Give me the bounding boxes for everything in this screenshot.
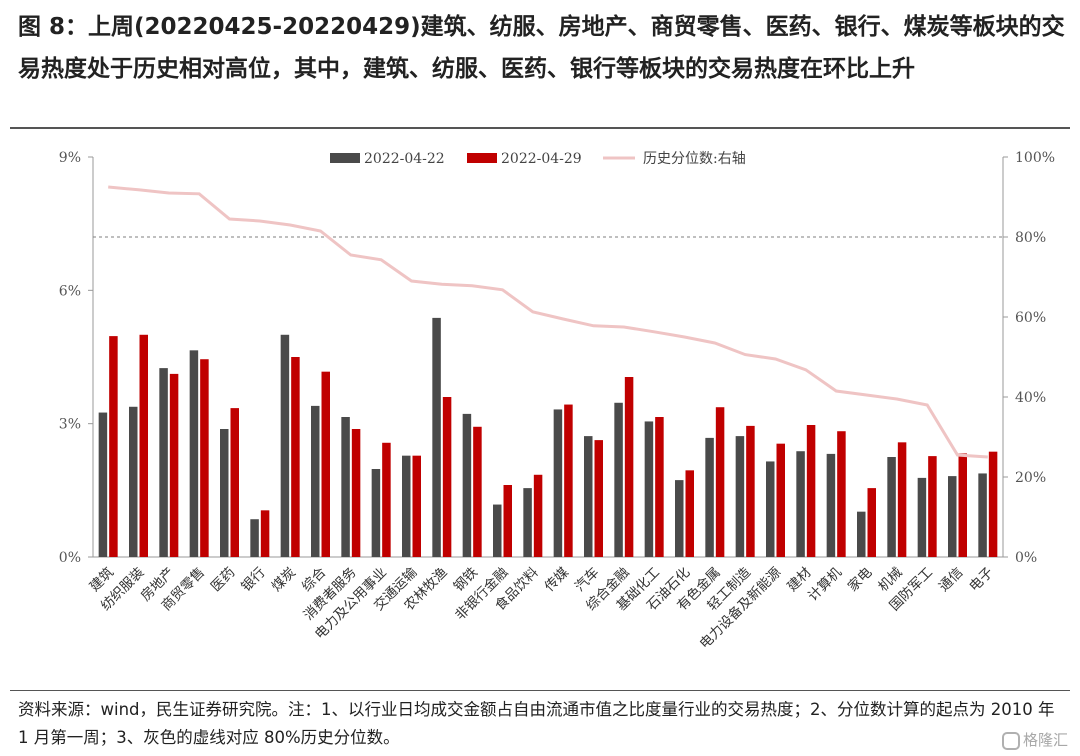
x-category-label: 电子 [966,565,996,595]
bar-2022-04-22 [341,417,350,557]
x-category-label: 家电 [844,564,875,595]
bar-2022-04-29 [412,455,421,557]
bar-2022-04-22 [917,477,927,557]
watermark-logo-icon [1001,732,1020,750]
bar-2022-04-29 [473,426,482,557]
y-right-tick-label: 40% [1015,390,1046,406]
watermark: 格隆汇 [1001,729,1068,750]
x-category-label: 银行 [238,565,268,595]
line-historical-percentile [108,185,988,459]
bar-2022-04-29 [685,470,694,557]
bar-2022-04-22 [523,488,532,557]
bar-2022-04-22 [280,334,290,557]
chart-legend: 2022-04-22 2022-04-29 历史分位数:右轴 [330,151,746,167]
source-note: 资料来源：wind，民生证券研究院。注：1、以行业日均成交金额占自由流通市值之比… [18,700,1055,747]
bar-2022-04-22 [220,429,229,557]
bar-2022-04-22 [857,511,866,557]
legend-label: 历史分位数:右轴 [643,151,746,167]
legend-label: 2022-04-22 [364,151,445,167]
figure-title: 图 8：上周(20220425-20220429)建筑、纺服、房地产、商贸零售、… [18,14,1065,82]
bar-2022-04-22 [796,451,805,557]
x-category-label: 煤炭 [269,565,299,595]
legend-label: 2022-04-29 [501,151,582,167]
bar-2022-04-29 [776,443,785,557]
bar-2022-04-22 [250,519,259,557]
bar-2022-04-29 [169,373,179,557]
bar-2022-04-29 [655,417,664,557]
bar-2022-04-29 [200,359,209,557]
y-right-tick-label: 80% [1015,230,1046,246]
bar-2022-04-22 [735,436,745,557]
bar-2022-04-22 [553,409,563,557]
bar-2022-04-22 [493,504,502,557]
bar-2022-04-22 [98,412,108,557]
x-category-label: 计算机 [805,564,845,604]
legend-swatch [467,153,497,163]
bar-2022-04-22 [705,437,714,557]
bar-2022-04-29 [928,456,937,557]
bar-2022-04-29 [806,425,816,557]
chart-line [108,185,988,459]
y-left-tick-label: 6% [59,283,81,299]
bar-2022-04-22 [311,405,320,557]
bar-2022-04-22 [887,457,896,557]
x-category-label: 传媒 [542,564,573,595]
bar-2022-04-29 [321,371,330,557]
bar-2022-04-29 [109,336,118,557]
bar-2022-04-29 [746,425,755,557]
bar-2022-04-22 [432,317,441,557]
bar-2022-04-29 [291,357,300,557]
bar-2022-04-29 [564,404,573,557]
bar-2022-04-29 [958,453,967,557]
bar-2022-04-22 [129,406,138,557]
bar-2022-04-29 [442,397,452,557]
legend-swatch [330,153,360,163]
bar-2022-04-29 [837,431,846,557]
bar-2022-04-22 [402,455,411,557]
chart-bars [98,317,998,557]
y-right-tick-label: 20% [1015,470,1046,486]
bar-2022-04-29 [533,474,543,557]
bar-2022-04-29 [260,510,270,557]
y-left-tick-label: 9% [59,150,81,166]
chart-axes: 0% 3% 6% 9% 0% 20% 40% 60% 80% 100% [59,150,1055,566]
bar-2022-04-22 [766,461,775,557]
bar-2022-04-22 [462,413,472,557]
bar-2022-04-29 [988,451,998,557]
bar-2022-04-22 [189,350,199,557]
x-category-label: 医药 [208,565,238,595]
watermark-text: 格隆汇 [1022,731,1068,749]
bar-2022-04-22 [644,421,654,557]
bar-2022-04-22 [614,402,623,557]
y-right-tick-label: 0% [1015,550,1037,566]
bar-2022-04-29 [624,377,634,557]
bar-2022-04-22 [371,469,381,557]
bar-2022-04-22 [826,453,836,557]
bar-2022-04-29 [351,429,361,557]
bar-2022-04-22 [675,480,684,557]
bar-2022-04-29 [897,442,907,557]
y-left-tick-label: 0% [59,550,81,566]
bar-2022-04-29 [715,407,725,557]
bar-2022-04-29 [139,334,148,557]
bar-2022-04-22 [584,436,593,557]
x-category-label: 通信 [936,565,966,595]
bar-2022-04-22 [159,368,168,557]
bar-2022-04-22 [978,473,987,557]
bar-2022-04-29 [594,440,603,557]
bar-2022-04-29 [503,485,512,557]
y-right-tick-label: 60% [1015,310,1046,326]
source-divider [10,690,1070,691]
bar-2022-04-29 [867,488,876,557]
chart: 0% 3% 6% 9% 0% 20% 40% 60% 80% 100% 建筑纺织服装房地产商贸零售… [59,150,1055,652]
bar-2022-04-22 [948,476,957,557]
y-left-tick-label: 3% [59,417,81,433]
bar-2022-04-29 [382,442,391,557]
title-divider [10,127,1070,129]
bar-2022-04-29 [230,408,239,557]
y-right-tick-label: 100% [1015,150,1055,166]
